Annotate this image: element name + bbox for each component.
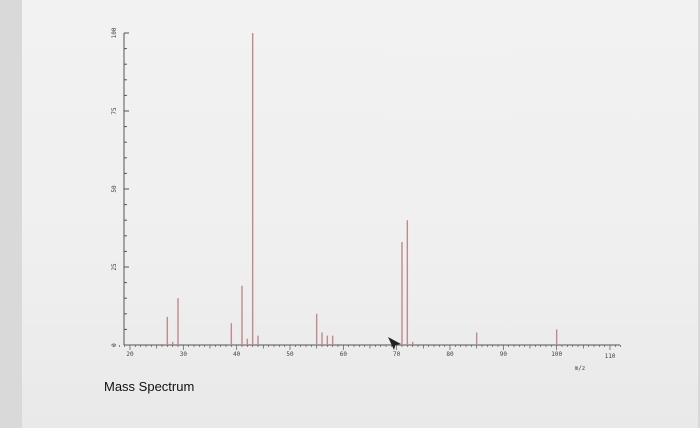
x-tick-label: 110 [605,353,616,360]
x-tick-label: 30 [180,351,188,358]
x-tick-label: 40 [233,351,241,358]
chart-caption: Mass Spectrum [104,379,195,394]
y-tick-label: 100 [111,27,118,38]
mouse-cursor-icon [388,337,401,350]
paper-background [22,0,698,428]
x-tick-label: 80 [446,351,454,358]
x-tick-label: 50 [286,351,294,358]
y-tick-label: 25 [111,263,118,271]
x-tick-label: 100 [551,351,562,358]
chart-peaks [166,33,558,345]
y-tick-label: 0 [111,343,118,347]
y-tick-label: 75 [111,107,118,115]
chart-axes [113,32,622,350]
y-tick-label: 50 [111,185,118,193]
chart-labels: 0 25 50 75 100 20 30 40 50 60 70 80 90 100 110 m/z [111,27,616,372]
x-axis-label: m/z [575,365,586,372]
x-tick-label: 60 [340,351,348,358]
x-tick-label: 20 [126,351,134,358]
x-tick-label: 90 [500,351,508,358]
x-tick-label: 70 [393,351,401,358]
